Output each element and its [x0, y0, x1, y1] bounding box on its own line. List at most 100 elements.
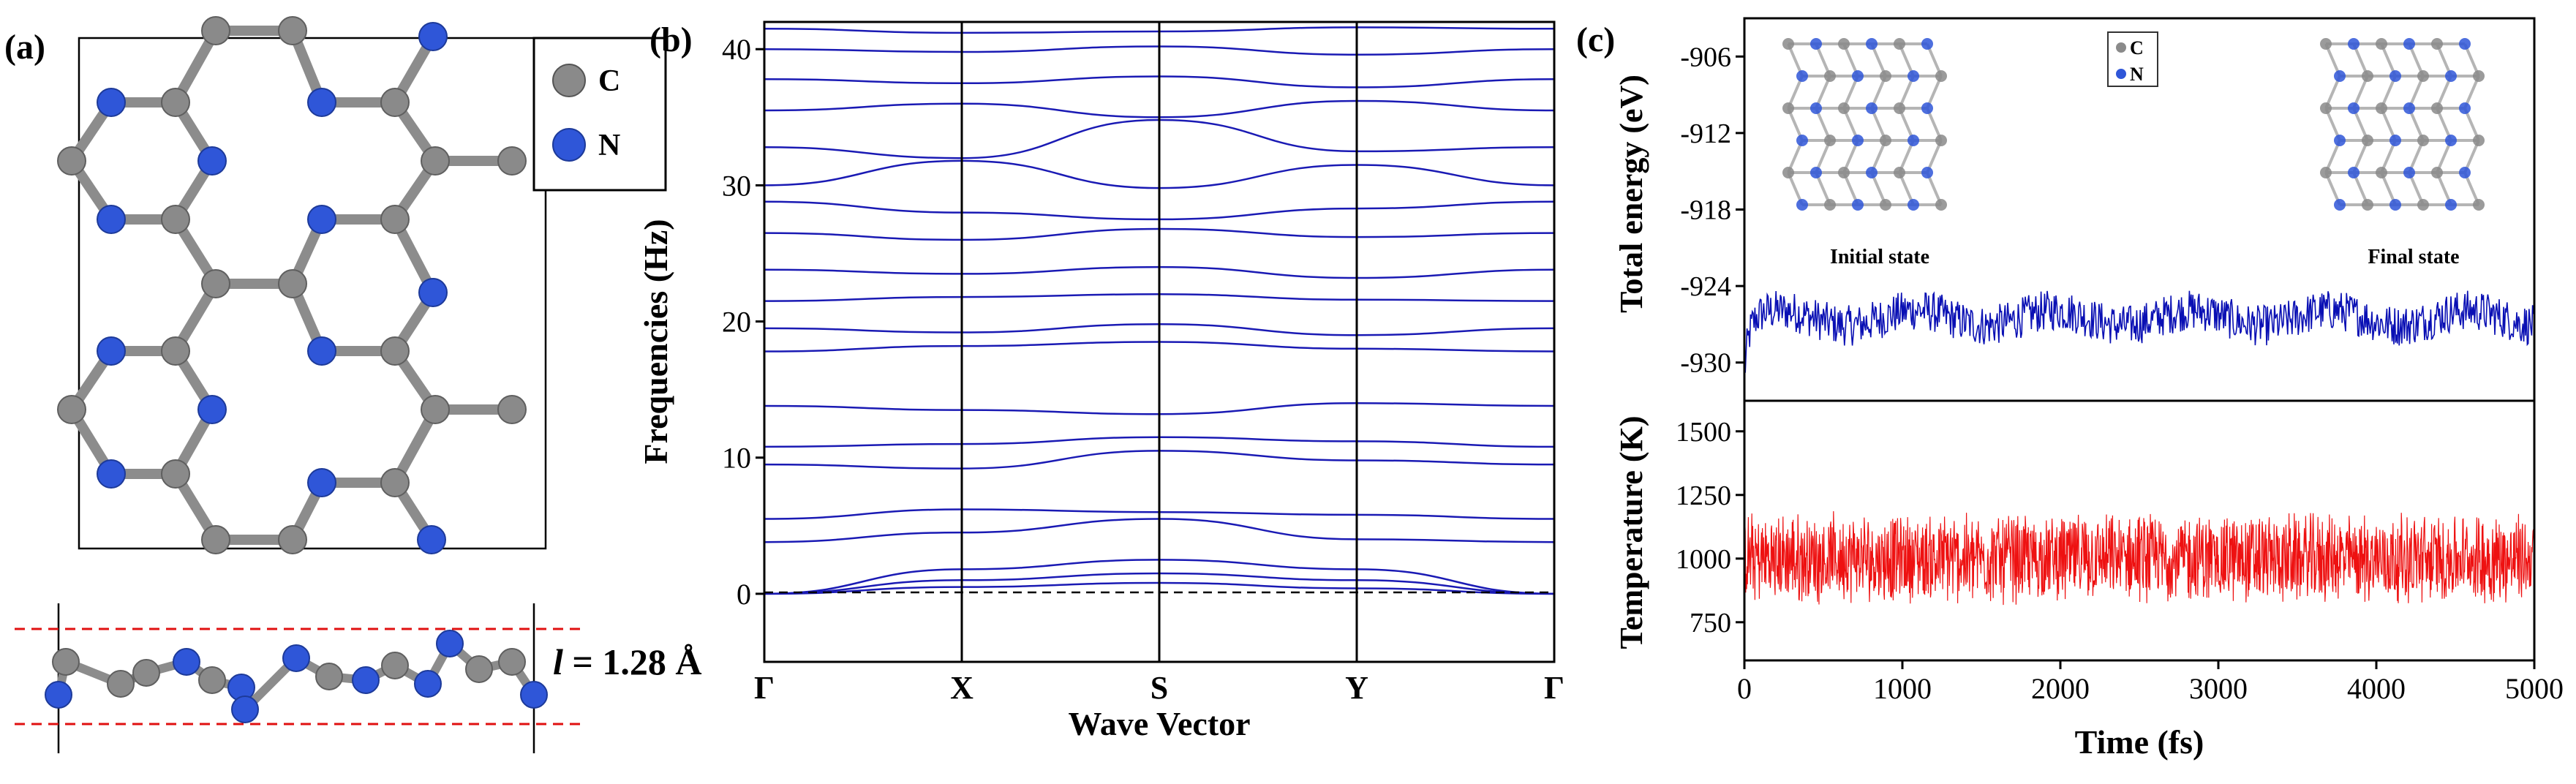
inset-nitrogen-atom [2348, 167, 2360, 178]
carbon-atom [465, 655, 493, 683]
nitrogen-atom [97, 205, 126, 234]
atom-legend-box [532, 37, 667, 192]
inset-nitrogen-atom [2334, 70, 2346, 82]
carbon-atom [201, 525, 230, 554]
inset-carbon-atom [2376, 38, 2387, 50]
inset-carbon-atom [2417, 199, 2429, 211]
inset-carbon-atom [2473, 199, 2485, 211]
y-tick-label: -924 [1680, 271, 1731, 302]
thickness-symbol: l [553, 641, 563, 682]
carbon-atom [380, 336, 410, 366]
y-tick-label: -906 [1680, 42, 1731, 72]
nitrogen-atom [173, 648, 200, 676]
high-symmetry-lines [960, 22, 1358, 662]
inset-carbon-atom [2417, 70, 2429, 82]
initial-state-label: Initial state [1830, 246, 1929, 268]
carbon-atom [107, 670, 135, 698]
final-state-inset [2320, 38, 2485, 211]
inset-nitrogen-atom [2334, 199, 2346, 211]
inset-carbon-atom [2320, 102, 2332, 114]
temperature-plot-frame [1743, 399, 2536, 662]
phonon-y-axis-label: Frequencies (Hz) [637, 219, 674, 464]
y-tick-label: 30 [722, 169, 751, 202]
inset-carbon-atom [2320, 167, 2332, 178]
inset-nitrogen-atom [1921, 167, 1933, 178]
carbon-atom [380, 88, 410, 117]
carbon-atom [278, 16, 307, 45]
carbon-legend-label: C [598, 64, 620, 98]
nitrogen-atom [97, 459, 126, 489]
x-tick-label: 2000 [2031, 672, 2090, 705]
inset-nitrogen-atom [2445, 70, 2457, 82]
inset-nitrogen-atom [1852, 199, 1864, 211]
nitrogen-atom [520, 681, 548, 709]
nitrogen-atom [436, 630, 464, 657]
y-tick-label: 10 [722, 442, 751, 475]
carbon-atom [132, 659, 160, 687]
inset-nitrogen-atom [1907, 135, 1919, 146]
inset-nitrogen-atom [2445, 199, 2457, 211]
inset-carbon-atom [2362, 135, 2373, 146]
y-tick-label: 750 [1690, 608, 1731, 638]
side-view-atoms [45, 630, 548, 723]
x-tick-label: 5000 [2505, 672, 2564, 705]
nitrogen-atom [418, 22, 448, 51]
inset-nitrogen-atom [1796, 135, 1808, 146]
carbon-atom [161, 459, 190, 489]
x-tick-label: 0 [1737, 672, 1752, 705]
inset-nitrogen-label: N [2130, 64, 2144, 85]
carbon-atom [278, 525, 307, 554]
inset-nitrogen-atom [2403, 102, 2415, 114]
final-state-label: Final state [2368, 246, 2459, 268]
carbon-atom [381, 652, 409, 679]
inset-nitrogen-atom [1866, 38, 1878, 50]
inset-carbon-atom [2376, 167, 2387, 178]
thickness-value: = 1.28 Å [563, 641, 702, 682]
temperature-y-ticks: 750 1000 1250 1500 [1676, 417, 1744, 638]
inset-nitrogen-atom [2403, 38, 2415, 50]
nitrogen-legend-marker [552, 128, 586, 162]
carbon-atom [57, 395, 86, 424]
nitrogen-atom [418, 278, 448, 307]
carbon-atom [498, 648, 526, 676]
carbon-legend-marker [552, 64, 586, 97]
inset-carbon-atom [2362, 199, 2373, 211]
inset-nitrogen-atom [2459, 38, 2471, 50]
inset-nitrogen-atom [2389, 70, 2401, 82]
carbon-atom [198, 666, 226, 694]
inset-carbon-atom [2473, 70, 2485, 82]
x-tick-label: 3000 [2189, 672, 2248, 705]
inset-nitrogen-atom [1810, 102, 1822, 114]
inset-nitrogen-atom [2348, 102, 2360, 114]
inset-carbon-atom [1824, 70, 1836, 82]
inset-carbon-atom [1838, 167, 1850, 178]
carbon-atom [201, 269, 230, 298]
inset-nitrogen-atom [1866, 167, 1878, 178]
nitrogen-atom [97, 88, 126, 117]
nitrogen-atom [414, 670, 442, 698]
inset-carbon-atom [2431, 38, 2443, 50]
thickness-annotation: l = 1.28 Å [553, 641, 702, 682]
x-tick-label: 4000 [2347, 672, 2406, 705]
inset-nitrogen-atom [2389, 199, 2401, 211]
carbon-atom [278, 269, 307, 298]
carbon-atom [497, 146, 527, 176]
y-tick-label: 20 [722, 306, 751, 339]
inset-nitrogen-marker [2116, 69, 2126, 79]
inset-carbon-atom [1880, 199, 1891, 211]
inset-carbon-atom [1838, 38, 1850, 50]
nitrogen-atom [307, 336, 336, 366]
panel-a-label: (a) [4, 28, 45, 67]
inset-carbon-label: C [2130, 37, 2144, 59]
inset-nitrogen-atom [1866, 102, 1878, 114]
inset-nitrogen-atom [2459, 102, 2471, 114]
inset-carbon-atom [2473, 135, 2485, 146]
inset-carbon-atom [1935, 135, 1947, 146]
nitrogen-atom [231, 696, 259, 723]
carbon-atom [421, 395, 450, 424]
inset-nitrogen-atom [1796, 199, 1808, 211]
inset-nitrogen-atom [2403, 167, 2415, 178]
energy-trace [1744, 290, 2535, 373]
initial-state-inset [1782, 38, 1947, 211]
inset-legend-box [2107, 31, 2158, 87]
